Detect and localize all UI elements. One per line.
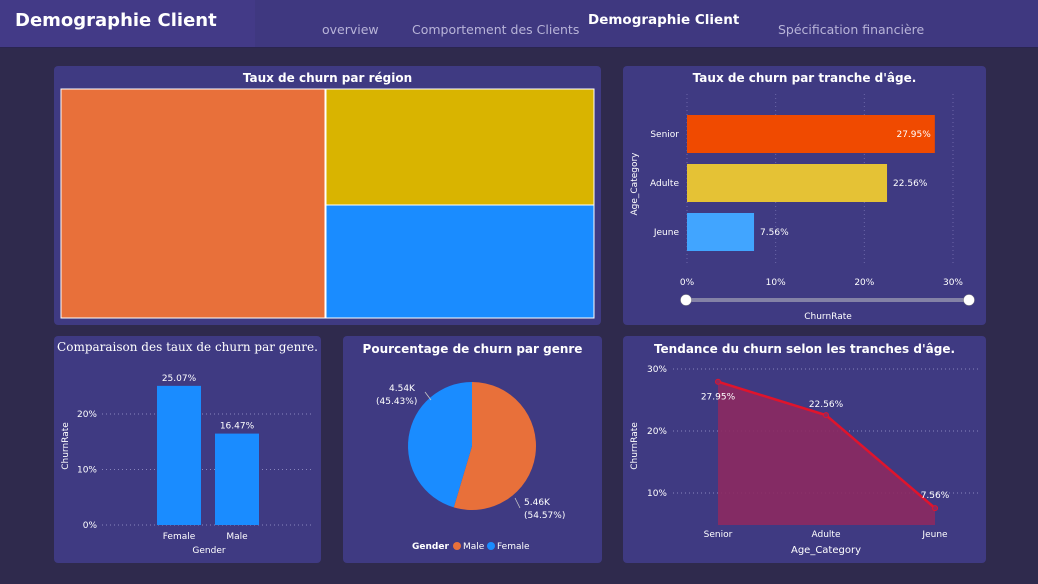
y-tick-label: 10%: [77, 466, 97, 476]
legend-marker-male: [453, 542, 461, 550]
y-tick-label: Senior: [650, 130, 679, 140]
gender-bar-card: Comparaison des taux de churn par genre.…: [54, 336, 321, 563]
treemap-chart: [60, 88, 595, 319]
bar-male[interactable]: [215, 433, 259, 525]
legend-label-female[interactable]: Female: [497, 542, 530, 552]
data-label: 22.56%: [893, 179, 928, 189]
x-tick-label: Female: [163, 532, 196, 542]
data-label: 7.56%: [760, 228, 789, 238]
age-bar-card: Taux de churn par tranche d'âge. 0% 10% 20…: [623, 66, 986, 325]
data-label: 25.07%: [162, 374, 197, 384]
pie-title: Pourcentage de churn par genre: [362, 342, 583, 356]
y-axis-title: Age_Category: [630, 152, 640, 216]
x-tick-label: 20%: [854, 278, 874, 288]
treemap-node-1[interactable]: [60, 88, 326, 319]
x-tick-label: 0%: [680, 278, 695, 288]
x-tick-label: Adulte: [812, 530, 841, 540]
y-tick-label: 30%: [647, 365, 667, 375]
legend-label-male[interactable]: Male: [463, 542, 485, 552]
y-tick-label: 20%: [647, 427, 667, 437]
bar-female[interactable]: [157, 385, 201, 525]
data-label: 5.46K: [524, 498, 551, 508]
data-point-senior[interactable]: [715, 378, 721, 385]
leader-line: [514, 497, 521, 509]
area-card: Tendance du churn selon les tranches d'â…: [623, 336, 986, 563]
pie-card: Pourcentage de churn par genre 5.46K (54.…: [343, 336, 602, 563]
slider-handle-start[interactable]: [680, 294, 692, 306]
bar-senior[interactable]: [687, 115, 935, 153]
y-tick-label: Jeune: [653, 228, 680, 238]
data-point-adulte[interactable]: [823, 412, 829, 419]
y-tick-label: Adulte: [650, 179, 679, 189]
treemap-title: Taux de churn par région: [242, 71, 413, 85]
tab-comportement-clients[interactable]: Comportement des Clients: [412, 22, 580, 37]
title-block: [0, 0, 255, 47]
y-axis-title: ChurnRate: [61, 422, 71, 470]
treemap-card: Taux de churn par région: [54, 66, 601, 325]
x-axis-title: ChurnRate: [804, 312, 852, 322]
data-label: 22.56%: [809, 400, 844, 410]
treemap-node-2[interactable]: [325, 88, 595, 206]
x-tick-label: Senior: [704, 530, 733, 540]
x-tick-label: 10%: [766, 278, 786, 288]
data-label: 7.56%: [921, 491, 950, 501]
gender-bar-title: Comparaison des taux de churn par genre.: [57, 340, 318, 354]
age-bar-title: Taux de churn par tranche d'âge.: [692, 71, 917, 85]
legend-marker-female: [487, 542, 495, 550]
data-label-pct: (45.43%): [376, 397, 417, 407]
area-fill: [718, 381, 935, 525]
y-tick-label: 20%: [77, 410, 97, 420]
area-title: Tendance du churn selon les tranches d'â…: [653, 342, 956, 356]
data-point-jeune[interactable]: [932, 505, 938, 512]
x-axis-title: Age_Category: [791, 545, 861, 556]
page-title: Demographie Client: [15, 10, 217, 31]
y-tick-label: 0%: [83, 521, 98, 531]
tab-demographie-client[interactable]: Demographie Client: [588, 12, 740, 28]
data-label: 16.47%: [220, 422, 255, 432]
bar-jeune[interactable]: [687, 213, 755, 251]
legend-title: Gender: [412, 542, 449, 552]
data-label: 27.95%: [896, 130, 931, 140]
x-axis-title: Gender: [192, 546, 225, 556]
data-label-pct: (54.57%): [524, 511, 565, 521]
x-tick-label: Jeune: [921, 530, 948, 540]
leader-line: [424, 391, 432, 401]
pie-chart: 5.46K (54.57%) 4.54K (45.43%) Gender Male Fema…: [376, 382, 565, 552]
data-label: 4.54K: [389, 384, 416, 394]
y-tick-label: 10%: [647, 489, 667, 499]
slider-handle-end[interactable]: [963, 294, 975, 306]
data-label: 27.95%: [701, 393, 736, 403]
pie-slice-female[interactable]: [408, 382, 472, 508]
treemap-node-3[interactable]: [325, 204, 595, 319]
top-bar: Demographie Client overview Comportement…: [0, 0, 1038, 48]
bar-adulte[interactable]: [687, 164, 888, 202]
tab-overview[interactable]: overview: [322, 22, 379, 37]
area-chart: 10% 20% 30% 27.95% Senior 22.56% Adulte 7.56% Je…: [630, 365, 978, 556]
x-tick-label: 30%: [943, 278, 963, 288]
y-axis-title: ChurnRate: [630, 422, 640, 470]
pie-slice-male[interactable]: [453, 382, 536, 510]
x-tick-label: Male: [226, 532, 248, 542]
tab-specification-financiere[interactable]: Spécification financière: [778, 22, 925, 37]
age-bar-chart: 0% 10% 20% 30% Senior 27.95% Adulte 22.56% Jeune…: [630, 94, 975, 322]
